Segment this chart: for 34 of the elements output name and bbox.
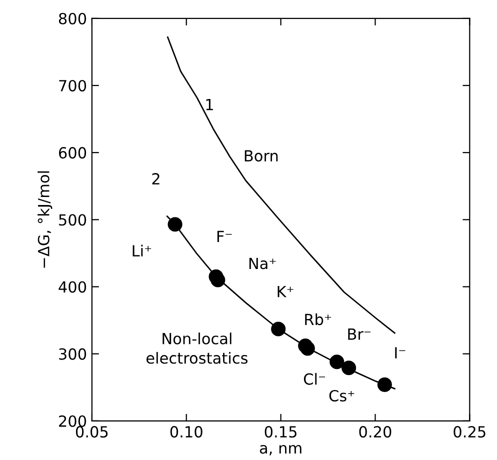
annotation: Cs⁺ [329,390,354,402]
x-tick-label: 0.05 [76,426,108,438]
y-tick-label: 300 [59,348,86,360]
y-tick-label: 600 [58,147,86,159]
y-tick-label: 800 [58,12,86,24]
x-axis-title: a, nm [260,444,302,456]
point [210,272,226,288]
point [377,377,392,392]
point [330,354,344,370]
y-axis-title: −ΔG, °kJ/mol [38,171,52,268]
point [168,217,182,232]
y-tick-label: 700 [59,80,86,92]
annotation: 1 [206,98,213,110]
annotation: Na⁺ [249,258,276,270]
annotation: F⁻ [217,230,232,242]
y-tick-label: 200 [59,415,86,427]
y-tick-label: 500 [59,214,86,226]
annotation: 2 [152,173,160,184]
x-tick-label: 0.10 [170,426,202,438]
annotation: K⁺ [278,286,294,298]
point [342,360,356,376]
annotation: Born [244,150,278,162]
point [271,322,286,336]
annotation: Br⁻ [348,328,371,340]
annotation: Rb⁺ [305,313,332,326]
x-tick-label: 0.20 [359,426,392,438]
annotation: Non-local electrostatics [146,332,248,364]
point [300,341,315,356]
annotation: Li⁺ [132,244,152,256]
annotation: Cl⁻ [304,373,326,385]
y-tick-label: 400 [58,281,86,293]
x-tick-label: 0.15 [264,426,296,438]
x-tick-label: 0.25 [454,426,486,438]
annotation: I⁻ [395,347,406,358]
